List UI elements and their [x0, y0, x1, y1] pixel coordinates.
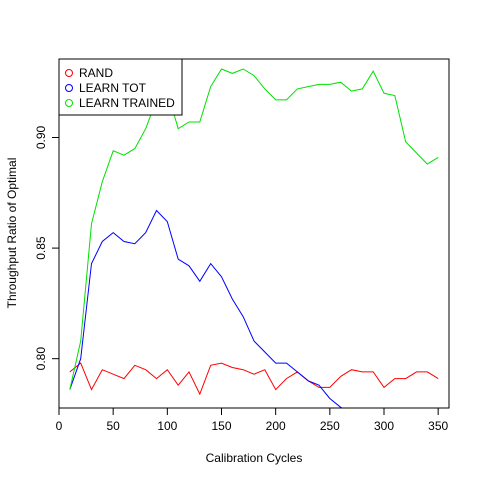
legend-label-learn-trained: LEARN TRAINED	[79, 96, 175, 110]
plot-box	[58, 58, 450, 409]
x-tick-label: 350	[428, 419, 448, 433]
series-line-learn-trained	[69, 68, 439, 390]
x-tick-label: 200	[266, 419, 286, 433]
legend-box	[58, 58, 183, 116]
y-tick-label: 0.85	[34, 236, 48, 260]
x-tick-label: 300	[374, 419, 394, 433]
legend-marker-learn-trained	[65, 99, 73, 107]
x-axis-label: Calibration Cycles	[206, 451, 303, 465]
legend-marker-rand	[65, 69, 73, 77]
series-layer	[69, 68, 439, 408]
y-tick-label: 0.90	[34, 126, 48, 150]
x-tick-label: 0	[56, 419, 63, 433]
series-line-rand	[69, 362, 439, 396]
x-tick-label: 250	[320, 419, 340, 433]
legend-label-rand: RAND	[79, 66, 113, 80]
y-axis-label: Throughput Ratio of Optimal	[5, 158, 19, 309]
legend-marker-learn-tot	[65, 84, 73, 92]
series-line-learn-tot	[69, 209, 343, 408]
x-tick-label: 150	[211, 419, 231, 433]
y-tick-label: 0.80	[34, 347, 48, 371]
x-tick-label: 50	[106, 419, 120, 433]
x-tick-label: 100	[157, 419, 177, 433]
legend-label-learn-tot: LEARN TOT	[79, 81, 147, 95]
